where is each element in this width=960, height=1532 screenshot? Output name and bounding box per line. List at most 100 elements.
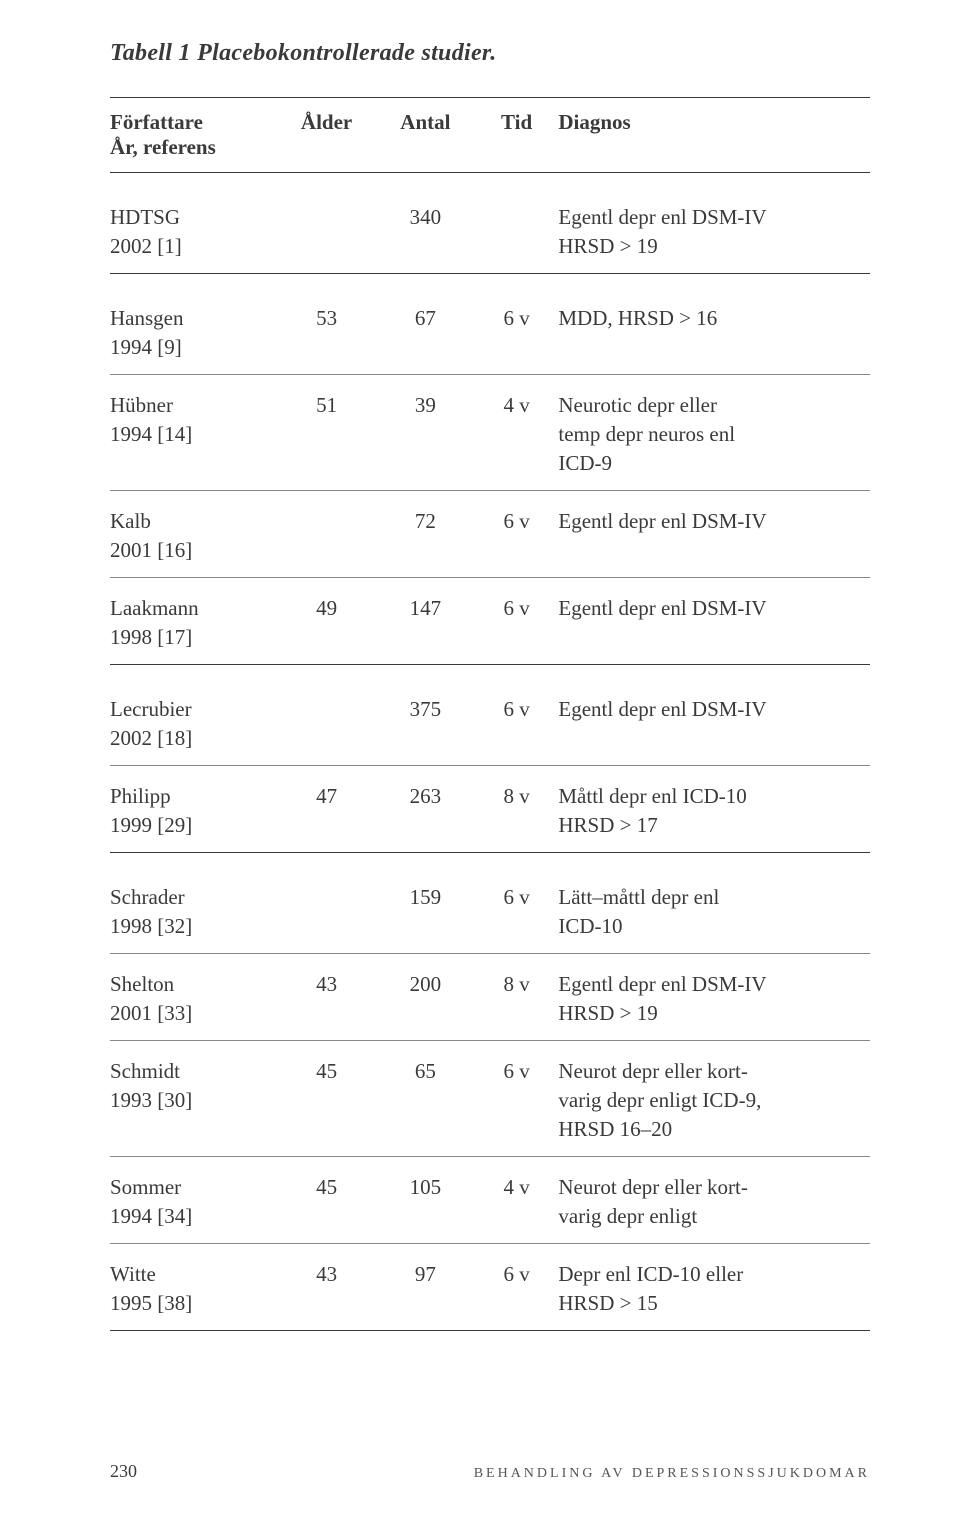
cell-author: Lecrubier: [110, 665, 277, 725]
cell-author-sub: 1993 [30]: [110, 1086, 277, 1115]
cell-tid: 8 v: [475, 766, 559, 812]
table-row: 1994 [9]: [110, 333, 870, 375]
table-row: Laakmann491476 vEgentl depr enl DSM-IV: [110, 578, 870, 624]
cell-empty: [376, 811, 475, 853]
cell-author: Schrader: [110, 853, 277, 913]
studies-table: Författare År, referens Ålder Antal Tid …: [110, 97, 870, 1331]
cell-diagnos: Egentl depr enl DSM-IV: [558, 578, 870, 624]
table-row: Shelton432008 vEgentl depr enl DSM-IV: [110, 954, 870, 1000]
page-number: 230: [110, 1461, 137, 1482]
title-rest: Placebokontrollerade studier.: [197, 40, 496, 66]
cell-alder: 43: [277, 1244, 376, 1290]
cell-author-sub: 2001 [33]: [110, 999, 277, 1041]
table-row: 1993 [30]varig depr enligt ICD-9,: [110, 1086, 870, 1115]
table-header-row: Författare År, referens Ålder Antal Tid …: [110, 98, 870, 173]
cell-empty: [277, 536, 376, 578]
cell-alder: 43: [277, 954, 376, 1000]
cell-empty: [376, 420, 475, 449]
header-antal: Antal: [376, 98, 475, 173]
cell-empty: [277, 420, 376, 449]
cell-alder: [277, 491, 376, 537]
cell-diagnos: MDD, HRSD > 16: [558, 274, 870, 334]
cell-empty: [475, 449, 559, 491]
title-prefix: Tabell 1: [110, 40, 191, 66]
cell-tid: 6 v: [475, 665, 559, 725]
cell-alder: [277, 665, 376, 725]
cell-empty: [277, 333, 376, 375]
cell-alder: 45: [277, 1041, 376, 1087]
cell-antal: 263: [376, 766, 475, 812]
cell-diagnos: Egentl depr enl DSM-IV: [558, 954, 870, 1000]
cell-tid: 6 v: [475, 1041, 559, 1087]
cell-empty: [277, 1086, 376, 1115]
header-author-line1: Författare: [110, 110, 203, 134]
cell-diagnos-sub: HRSD > 19: [558, 999, 870, 1041]
cell-author: Sommer: [110, 1157, 277, 1203]
cell-author: Hansgen: [110, 274, 277, 334]
cell-diagnos: Egentl depr enl DSM-IV: [558, 665, 870, 725]
cell-tid: 6 v: [475, 853, 559, 913]
page-container: Tabell 1 Placebokontrollerade studier. F…: [0, 0, 960, 1532]
cell-diagnos: Lätt–måttl depr enl: [558, 853, 870, 913]
header-author: Författare År, referens: [110, 98, 277, 173]
cell-empty: [110, 1115, 277, 1157]
table-row: 1994 [34]varig depr enligt: [110, 1202, 870, 1244]
cell-alder: 51: [277, 375, 376, 421]
table-row: 1998 [17]: [110, 623, 870, 665]
cell-author: Witte: [110, 1244, 277, 1290]
header-author-line2: År, referens: [110, 135, 216, 159]
table-row: Kalb726 vEgentl depr enl DSM-IV: [110, 491, 870, 537]
table-body: HDTSG340Egentl depr enl DSM-IV2002 [1]HR…: [110, 173, 870, 1331]
table-row: HDTSG340Egentl depr enl DSM-IV: [110, 173, 870, 233]
table-row: 2001 [16]: [110, 536, 870, 578]
cell-empty: [475, 724, 559, 766]
cell-author-sub: 1994 [14]: [110, 420, 277, 449]
cell-empty: [376, 333, 475, 375]
cell-alder: 47: [277, 766, 376, 812]
cell-diagnos: Depr enl ICD-10 eller: [558, 1244, 870, 1290]
cell-diagnos-sub: [558, 333, 870, 375]
cell-author-sub: 1994 [34]: [110, 1202, 277, 1244]
table-row: 1995 [38]HRSD > 15: [110, 1289, 870, 1331]
table-row: 1998 [32]ICD-10: [110, 912, 870, 954]
cell-empty: [475, 999, 559, 1041]
cell-diagnos-sub: [558, 724, 870, 766]
cell-antal: 65: [376, 1041, 475, 1087]
cell-diagnos-sub: HRSD > 19: [558, 232, 870, 274]
cell-alder: 53: [277, 274, 376, 334]
cell-empty: [277, 1202, 376, 1244]
cell-author-sub: 1998 [17]: [110, 623, 277, 665]
cell-author-sub: 1999 [29]: [110, 811, 277, 853]
cell-empty: [475, 333, 559, 375]
cell-empty: [277, 623, 376, 665]
cell-empty: [277, 1115, 376, 1157]
table-row: 1999 [29]HRSD > 17: [110, 811, 870, 853]
cell-author-sub: 1995 [38]: [110, 1289, 277, 1331]
cell-empty: [475, 811, 559, 853]
cell-diagnos-sub: ICD-10: [558, 912, 870, 954]
cell-alder: [277, 173, 376, 233]
cell-empty: [110, 449, 277, 491]
cell-antal: 67: [376, 274, 475, 334]
table-row: 2002 [1]HRSD > 19: [110, 232, 870, 274]
cell-alder: 49: [277, 578, 376, 624]
cell-empty: [475, 536, 559, 578]
table-row: 2002 [18]: [110, 724, 870, 766]
cell-empty: [475, 1115, 559, 1157]
header-alder: Ålder: [277, 98, 376, 173]
cell-empty: [376, 1202, 475, 1244]
cell-antal: 159: [376, 853, 475, 913]
footer-text: BEHANDLING AV DEPRESSIONSSJUKDOMAR: [474, 1466, 870, 1482]
table-row: Sommer451054 vNeurot depr eller kort-: [110, 1157, 870, 1203]
table-row: Philipp472638 vMåttl depr enl ICD-10: [110, 766, 870, 812]
cell-empty: [277, 912, 376, 954]
cell-diagnos: Egentl depr enl DSM-IV: [558, 491, 870, 537]
cell-diagnos: Neurot depr eller kort-: [558, 1157, 870, 1203]
cell-diagnos: Neurot depr eller kort-: [558, 1041, 870, 1087]
cell-antal: 97: [376, 1244, 475, 1290]
cell-empty: [475, 1086, 559, 1115]
cell-tid: 8 v: [475, 954, 559, 1000]
header-tid: Tid: [475, 98, 559, 173]
cell-empty: [475, 623, 559, 665]
cell-tid: 6 v: [475, 491, 559, 537]
